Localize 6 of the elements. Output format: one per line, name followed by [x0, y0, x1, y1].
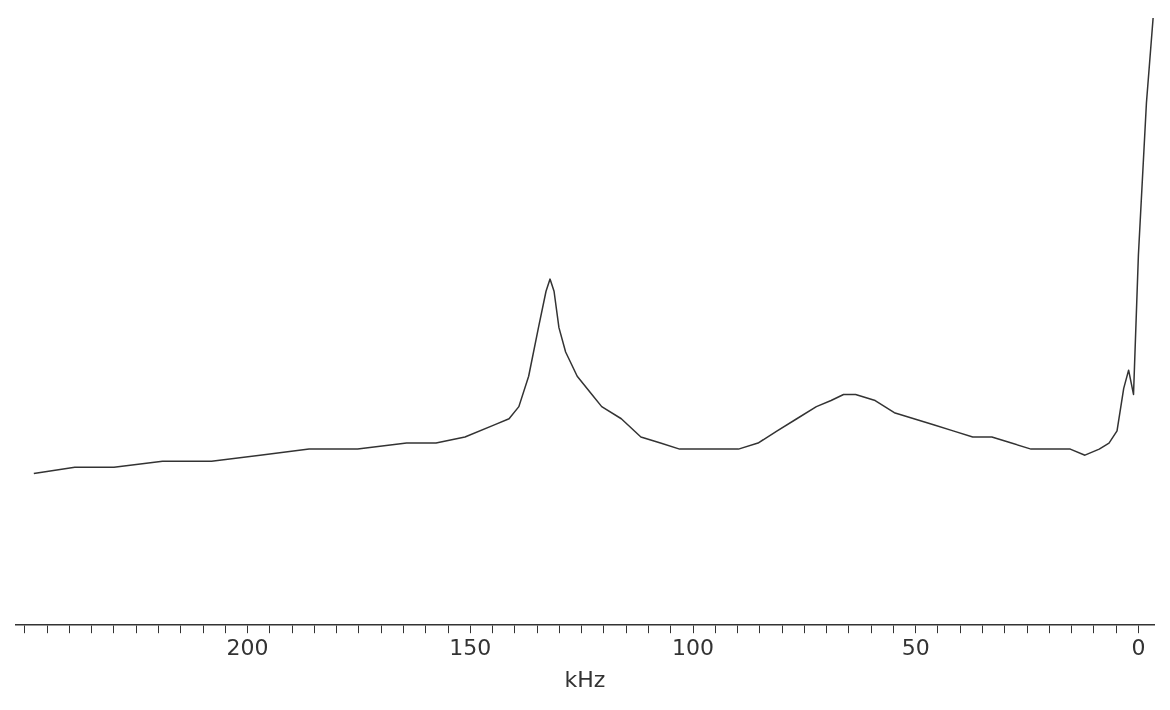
x-axis-title: kHz	[564, 666, 606, 692]
x-tick-label: 50	[901, 635, 930, 661]
x-tick-label: 150	[449, 635, 492, 661]
x-tick-label: 0	[1131, 635, 1146, 661]
x-tick-label: 100	[672, 635, 715, 661]
x-tick-label: 200	[226, 635, 269, 661]
